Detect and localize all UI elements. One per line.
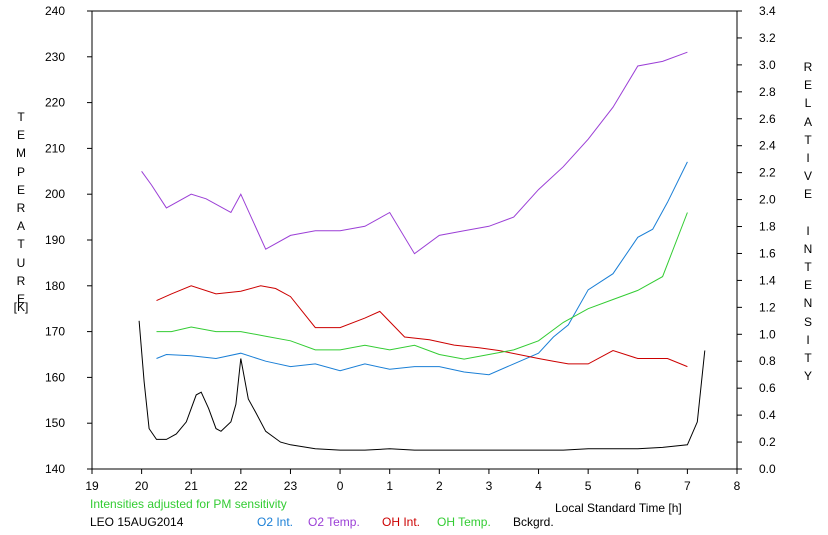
y-right-tick-label: 2.4	[759, 139, 776, 153]
y-left-tick-label: 180	[45, 279, 65, 293]
x-tick-label: 8	[734, 479, 741, 493]
y-left-unit: [K]	[13, 300, 29, 314]
axis-label-char: T	[804, 260, 812, 275]
y-right-axis: 0.0 0.2 0.4 0.6 0.8 1.0 1.2 1.4 1.6 1.8 2.0 2.2 2.4 2…	[737, 4, 776, 476]
series-line-oh-int	[156, 285, 688, 368]
y-left-axis: 140 150 160 170 180 190 200 210 220 230 240	[45, 4, 92, 476]
y-right-tick-label: 0.6	[759, 381, 776, 395]
y-left-tick-label: 240	[45, 4, 65, 18]
y-right-tick-label: 3.2	[759, 31, 776, 45]
legend-bckgrd: Bckgrd.	[513, 515, 554, 529]
legend-oh-temp: OH Temp.	[437, 515, 491, 529]
y-right-tick-label: 2.0	[759, 193, 776, 207]
y-left-tick-label: 230	[45, 50, 65, 64]
y-right-tick-label: 1.6	[759, 246, 776, 260]
x-tick-label: 21	[185, 479, 199, 493]
y-right-tick-label: 1.2	[759, 300, 776, 314]
y-right-tick-label: 0.0	[759, 462, 776, 476]
x-tick-label: 2	[436, 479, 443, 493]
axis-label-char: I	[806, 223, 810, 238]
axis-label-char: S	[803, 314, 812, 329]
x-tick-label: 4	[535, 479, 542, 493]
axis-label-char: M	[16, 146, 26, 161]
series-lines	[138, 51, 706, 451]
x-tick-label: 22	[234, 479, 248, 493]
axis-label-char: R	[16, 200, 26, 215]
x-tick-label: 7	[684, 479, 691, 493]
y-right-tick-label: 0.2	[759, 435, 776, 449]
y-right-tick-label: 3.4	[759, 4, 776, 18]
axis-label-char: E	[803, 78, 812, 93]
x-tick-label: 1	[386, 479, 393, 493]
y-right-tick-label: 1.4	[759, 273, 776, 287]
axis-label-char: E	[16, 291, 25, 306]
axis-label-char: E	[16, 182, 25, 197]
y-left-tick-label: 150	[45, 416, 65, 430]
axis-label-char: A	[16, 219, 25, 234]
legend-oh-int: OH Int.	[382, 515, 421, 529]
series-line-o2-int	[156, 161, 688, 376]
y-left-tick-label: 160	[45, 370, 65, 384]
y-right-tick-label: 2.8	[759, 85, 776, 99]
axis-label-char: A	[803, 114, 812, 129]
axis-label-char: V	[803, 169, 812, 184]
series-line-o2-temp	[141, 51, 688, 255]
y-left-tick-label: 170	[45, 325, 65, 339]
x-tick-label: 19	[85, 479, 99, 493]
y-right-tick-label: 0.8	[759, 354, 776, 368]
x-axis-title: Local Standard Time [h]	[555, 501, 682, 515]
axis-label-char: R	[16, 273, 26, 288]
y-right-tick-label: 2.6	[759, 112, 776, 126]
axis-label-char: E	[16, 128, 25, 143]
y-left-tick-label: 190	[45, 233, 65, 247]
y-right-tick-label: 1.0	[759, 327, 776, 341]
series-line-oh-temp	[156, 212, 688, 360]
y-right-tick-label: 0.4	[759, 408, 776, 422]
x-tick-label: 5	[585, 479, 592, 493]
axis-label-char: I	[806, 332, 810, 347]
x-axis: 19 20 21 22 23 0 1 2 3 4 5 6 7 8	[85, 469, 741, 493]
y-left-tick-label: 200	[45, 187, 65, 201]
x-tick-label: 0	[337, 479, 344, 493]
station-date: LEO 15AUG2014	[90, 515, 184, 529]
x-tick-label: 6	[634, 479, 641, 493]
legend-o2-int: O2 Int.	[257, 515, 294, 529]
axis-label-char: E	[803, 187, 812, 202]
x-tick-label: 3	[486, 479, 493, 493]
axis-label-char: T	[17, 237, 25, 252]
axis-label-char: T	[17, 110, 25, 124]
x-tick-label: 20	[135, 479, 149, 493]
axis-label-char: E	[803, 278, 812, 293]
y-left-tick-label: 140	[45, 462, 65, 476]
axis-label-char: N	[803, 241, 813, 256]
axis-label-char: N	[803, 296, 813, 311]
legend-o2-temp: O2 Temp.	[308, 515, 360, 529]
y-right-tick-label: 2.2	[759, 166, 776, 180]
y-left-tick-label: 220	[45, 96, 65, 110]
sensitivity-note: Intensities adjusted for PM sensitivity	[90, 497, 287, 511]
axis-label-char: I	[806, 150, 810, 165]
axis-label-char: T	[804, 351, 812, 365]
y-right-tick-label: 3.0	[759, 58, 776, 72]
y-left-tick-label: 210	[45, 141, 65, 155]
axis-label-char	[800, 204, 816, 222]
x-tick-label: 23	[284, 479, 298, 493]
axis-label-char: U	[16, 255, 26, 270]
plot-frame	[91, 10, 738, 470]
axis-label-char: Y	[803, 369, 812, 384]
y-right-tick-label: 1.8	[759, 220, 776, 234]
series-line-bckgrd	[138, 320, 706, 451]
axis-label-char: T	[804, 132, 812, 147]
axis-label-char: L	[804, 96, 812, 111]
axis-label-char: R	[803, 60, 813, 74]
axis-label-char: P	[16, 164, 25, 179]
